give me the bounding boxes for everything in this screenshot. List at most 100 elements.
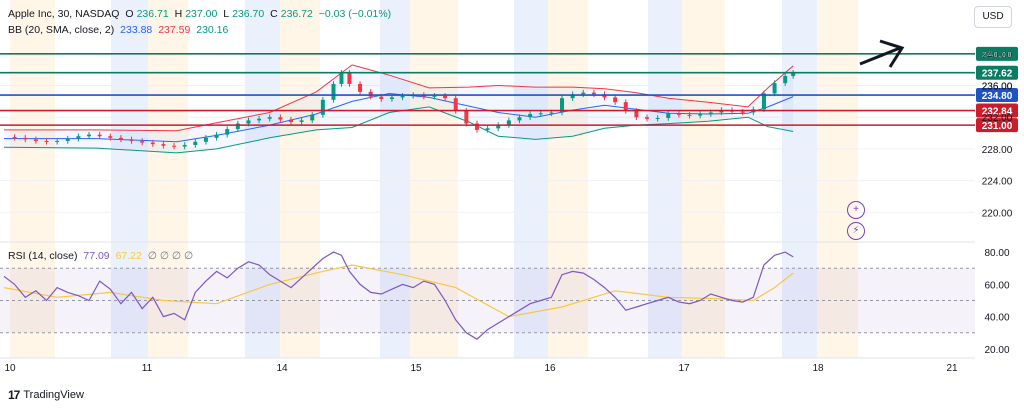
candle-body <box>591 92 596 95</box>
candle-body <box>288 119 293 122</box>
candle <box>161 141 166 149</box>
candle-body <box>538 113 543 115</box>
arrow-annotation[interactable] <box>859 39 905 68</box>
candle-body <box>76 136 81 139</box>
candle <box>97 131 102 139</box>
high-value: 237.00 <box>185 8 218 20</box>
candle <box>140 138 145 146</box>
bb-lower-value: 230.16 <box>196 24 229 36</box>
bb-legend: BB (20, SMA, close, 2) 233.88 237.59 230… <box>8 24 231 36</box>
candle-body <box>485 128 490 130</box>
symbol-title[interactable]: Apple Inc, 30, NASDAQ <box>8 8 120 20</box>
price-tick-label: 236.00 <box>982 82 1013 93</box>
candle-body <box>528 114 533 118</box>
candle-body <box>331 83 336 100</box>
candle <box>320 97 325 118</box>
rsi-pane <box>0 251 975 340</box>
level-tag <box>976 118 1018 133</box>
candle-body <box>496 125 501 129</box>
level-label: 232.84 <box>982 107 1013 118</box>
price-tick-label: 240.00 <box>982 50 1013 61</box>
time-tick-label: 18 <box>812 363 824 374</box>
price-tick-label: 228.00 <box>982 145 1013 156</box>
candle-body <box>581 92 586 95</box>
candle <box>485 125 490 133</box>
candle <box>193 139 198 148</box>
bb-upper-line <box>4 64 794 132</box>
level-tag <box>976 103 1018 118</box>
bb-label[interactable]: BB (20, SMA, close, 2) <box>8 24 115 36</box>
candle-body <box>570 94 575 99</box>
axes: 240.00236.00232.00228.00224.00220.00236.… <box>4 50 1012 374</box>
candle-body <box>791 72 796 77</box>
candle-body <box>740 111 745 113</box>
candle <box>666 110 671 121</box>
level-tag <box>976 65 1018 80</box>
session-band <box>782 0 817 358</box>
session-band <box>817 0 858 358</box>
candle <box>267 114 272 122</box>
currency-button[interactable]: USD <box>974 6 1012 28</box>
level-label: 240.00 <box>982 50 1013 61</box>
bb-fill <box>4 64 794 153</box>
candle-body <box>182 144 187 147</box>
footer: 17 TradingView <box>8 388 84 402</box>
change-value: −0.03 (−0.01%) <box>318 8 392 20</box>
candle-body <box>172 145 177 147</box>
open-label: O <box>125 8 134 20</box>
candle-body <box>235 123 240 130</box>
rsi-label[interactable]: RSI (14, close) <box>8 250 78 262</box>
candle-body <box>474 123 479 130</box>
candle <box>225 126 230 138</box>
candle <box>108 133 113 141</box>
rsi-tick-label: 20.00 <box>984 345 1009 356</box>
session-band <box>514 0 548 358</box>
candle <box>87 131 92 139</box>
candle-body <box>761 93 766 110</box>
time-tick-label: 15 <box>410 363 422 374</box>
candle <box>432 93 437 100</box>
candle-body <box>783 76 788 84</box>
candle-body <box>517 117 522 121</box>
candle <box>791 70 796 79</box>
session-bands <box>10 0 858 358</box>
candle-body <box>634 110 639 118</box>
candle <box>570 91 575 101</box>
candles <box>12 70 796 150</box>
rsi-line <box>3 251 794 340</box>
horizontal-levels[interactable]: 240.00 237.62 234.80 232.84 231.00 <box>0 46 1018 133</box>
price-tick-label: 232.00 <box>982 113 1013 124</box>
tradingview-logo-icon[interactable]: 17 <box>8 388 20 402</box>
price-tick-label: 224.00 <box>982 177 1013 188</box>
candle-body <box>278 117 283 120</box>
candle-body <box>299 120 304 122</box>
session-band <box>280 0 320 358</box>
candle-body <box>44 140 49 142</box>
candle-body <box>772 83 777 94</box>
rsi-tick-label: 40.00 <box>984 313 1009 324</box>
candle-body <box>87 134 92 137</box>
candle-body <box>214 134 219 138</box>
candle-body <box>549 112 554 114</box>
low-value: 236.70 <box>232 8 265 20</box>
candle-body <box>676 113 681 115</box>
session-band <box>148 0 188 358</box>
lightning-icon[interactable]: ⚡ <box>847 222 865 240</box>
open-value: 236.71 <box>136 8 169 20</box>
candle-body <box>389 97 394 99</box>
footer-brand[interactable]: TradingView <box>23 389 84 401</box>
bb-basis-value: 233.88 <box>120 24 153 36</box>
close-label: C <box>270 8 278 20</box>
candle-body <box>140 140 145 143</box>
candle <box>506 117 511 128</box>
candle <box>12 134 17 141</box>
candle <box>676 110 681 118</box>
candle <box>331 81 336 103</box>
add-alert-icon[interactable]: + <box>847 201 865 219</box>
candle <box>496 122 501 132</box>
candle-body <box>129 139 134 141</box>
candle <box>761 90 766 113</box>
level-label: 237.62 <box>982 69 1013 80</box>
candle <box>310 112 315 124</box>
candle-body <box>645 117 650 119</box>
